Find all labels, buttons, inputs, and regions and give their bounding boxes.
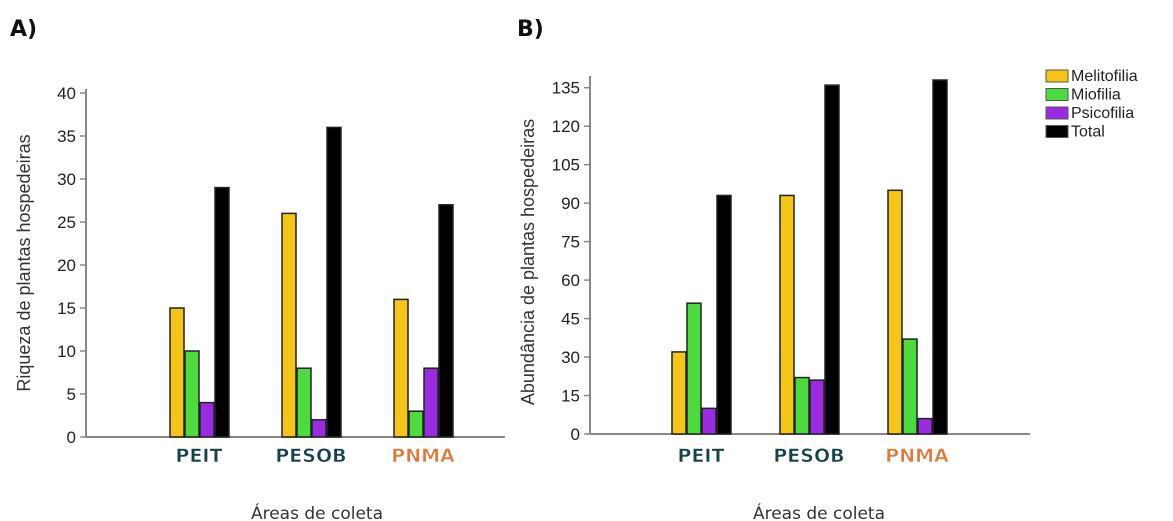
bar-total-pnma	[438, 204, 454, 438]
bar-miofilia-pesob	[296, 367, 312, 438]
y-tick-label: 5	[67, 385, 76, 404]
bar-psicofilia-peit	[701, 407, 717, 435]
panel-label: B)	[517, 17, 544, 42]
category-label-peit: PEIT	[678, 445, 725, 467]
bar-total-pnma	[932, 79, 948, 435]
bar-miofilia-peit	[686, 302, 702, 435]
legend-label-melitofilia: Melitofilia	[1071, 68, 1138, 85]
category-label-pesob: PESOB	[275, 445, 346, 467]
legend-swatch-miofilia	[1045, 88, 1069, 101]
bar-melitofilia-peit	[671, 351, 687, 435]
legend-swatch-total	[1045, 125, 1069, 138]
bar-psicofilia-pesob	[311, 419, 327, 438]
legend-swatch-psicofilia	[1045, 106, 1069, 120]
y-tick-label: 90	[561, 194, 580, 213]
category-label-peit: PEIT	[176, 445, 223, 467]
y-tick-label: 10	[57, 342, 76, 361]
category-label-pesob: PESOB	[773, 445, 844, 467]
y-tick-label: 105	[552, 156, 580, 175]
bar-miofilia-peit	[184, 350, 200, 438]
y-tick-label: 75	[561, 233, 580, 252]
y-tick-label: 15	[57, 299, 76, 318]
bar-miofilia-pnma	[902, 338, 918, 435]
bar-psicofilia-pesob	[809, 379, 825, 435]
y-tick-label: 30	[57, 170, 76, 189]
bar-psicofilia-peit	[199, 401, 215, 438]
bar-melitofilia-pesob	[281, 212, 297, 438]
bar-psicofilia-pnma	[917, 417, 933, 435]
legend-swatch-melitofilia	[1045, 69, 1069, 83]
x-axis-label: Áreas de coleta	[251, 502, 383, 521]
y-tick-label: 15	[561, 387, 580, 406]
y-tick-label: 0	[67, 428, 76, 447]
bar-total-pesob	[824, 84, 840, 435]
bar-psicofilia-pnma	[423, 367, 439, 438]
bar-total-pesob	[326, 126, 342, 438]
legend-label-psicofilia: Psicofilia	[1071, 105, 1134, 122]
category-label-pnma: PNMA	[391, 445, 455, 467]
y-axis-label: Riqueza de plantas hospedeiras	[14, 134, 34, 391]
x-axis-label: Áreas de coleta	[753, 502, 885, 521]
y-tick-label: 120	[552, 117, 580, 136]
y-axis-label: Abundância de plantas hospedeiras	[518, 119, 538, 405]
chart-panel-a: A) 0 5 10 15 20 25 30 35 40 Riqueza de plantas hos…	[10, 17, 505, 521]
bar-miofilia-pnma	[408, 410, 424, 438]
y-tick-label: 35	[57, 127, 76, 146]
bar-melitofilia-pesob	[779, 194, 795, 435]
y-tick-label: 135	[552, 79, 580, 98]
panel-label: A)	[10, 17, 37, 42]
y-tick-label: 45	[561, 310, 580, 329]
bar-total-peit	[214, 186, 230, 438]
legend-label-total: Total	[1071, 124, 1105, 141]
legend-label-miofilia: Miofilia	[1071, 87, 1121, 104]
y-tick-label: 25	[57, 213, 76, 232]
y-tick-label: 20	[57, 256, 76, 275]
y-tick-label: 40	[57, 84, 76, 103]
y-tick-label: 30	[561, 348, 580, 367]
bar-melitofilia-pnma	[887, 189, 903, 435]
bar-melitofilia-pnma	[393, 298, 409, 438]
bar-miofilia-pesob	[794, 376, 810, 435]
chart-panel-b: B) 0 15 30 45 60 75 90 105 120 135 Abundância de pl…	[517, 17, 1138, 521]
bar-total-peit	[716, 194, 732, 435]
category-label-pnma: PNMA	[885, 445, 949, 467]
y-tick-label: 0	[571, 425, 580, 444]
y-tick-label: 60	[561, 271, 580, 290]
bar-melitofilia-peit	[169, 307, 185, 438]
